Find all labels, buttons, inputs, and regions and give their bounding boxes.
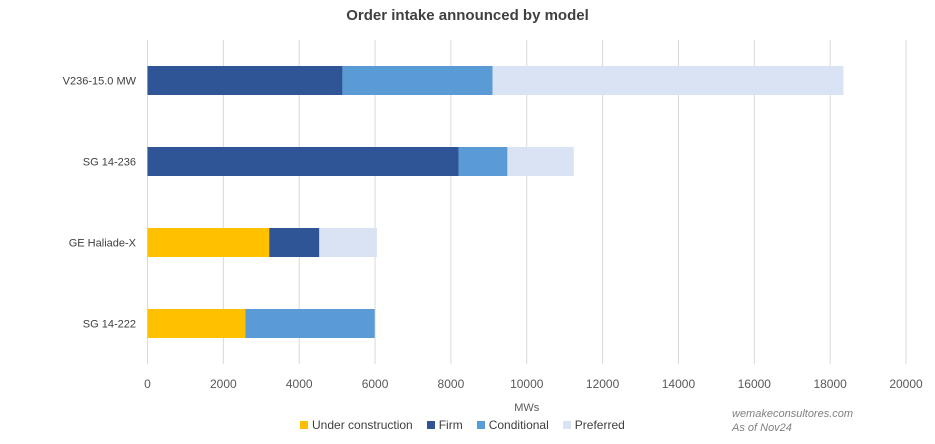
y-category-label: SG 14-222	[83, 319, 136, 331]
x-tick-label: 0	[144, 377, 151, 391]
bar-segment	[507, 147, 574, 176]
credit-date: As of Nov24	[732, 422, 792, 434]
chart-title: Order intake announced by model	[346, 7, 589, 24]
x-axis-label: MWs	[514, 402, 540, 414]
bar-segment	[269, 228, 320, 257]
x-tick-label: 2000	[210, 377, 237, 391]
bar-segment	[147, 66, 343, 95]
legend-item: Firm	[426, 418, 463, 432]
bar-segment	[147, 147, 459, 176]
x-tick-label: 20000	[889, 377, 923, 391]
x-tick-label: 8000	[438, 377, 465, 391]
legend-label: Conditional	[488, 418, 549, 432]
x-tick-label: 4000	[286, 377, 313, 391]
legend-swatch	[300, 421, 308, 429]
bar-segment	[147, 228, 270, 257]
legend-item: Under construction	[300, 418, 413, 432]
legend-label: Preferred	[574, 418, 625, 432]
credit-site: wemakeconsultores.com	[732, 408, 854, 420]
x-tick-label: 10000	[510, 377, 544, 391]
legend-swatch	[562, 421, 571, 429]
legend-swatch	[476, 421, 485, 429]
x-tick-label: 14000	[662, 377, 696, 391]
bar-segment	[458, 147, 508, 176]
legend-label: Under construction	[312, 418, 413, 432]
legend-label: Firm	[438, 418, 463, 432]
x-tick-label: 18000	[813, 377, 847, 391]
legend: Under construction Firm Conditional Preferr…	[300, 418, 625, 432]
y-category-label: GE Haliade-X	[69, 238, 137, 250]
legend-swatch	[426, 421, 435, 429]
x-tick-label: 6000	[362, 377, 389, 391]
bar-segment	[342, 66, 493, 95]
bar-segment	[319, 228, 377, 257]
bar-segment	[245, 309, 375, 338]
y-category-label: SG 14-236	[83, 157, 136, 169]
legend-item: Preferred	[562, 418, 625, 432]
bar-segment	[492, 66, 844, 95]
bar-segment	[147, 309, 246, 338]
x-tick-label: 16000	[738, 377, 772, 391]
y-category-label: V236-15.0 MW	[63, 76, 137, 88]
legend-item: Conditional	[476, 418, 549, 432]
x-tick-label: 12000	[586, 377, 620, 391]
